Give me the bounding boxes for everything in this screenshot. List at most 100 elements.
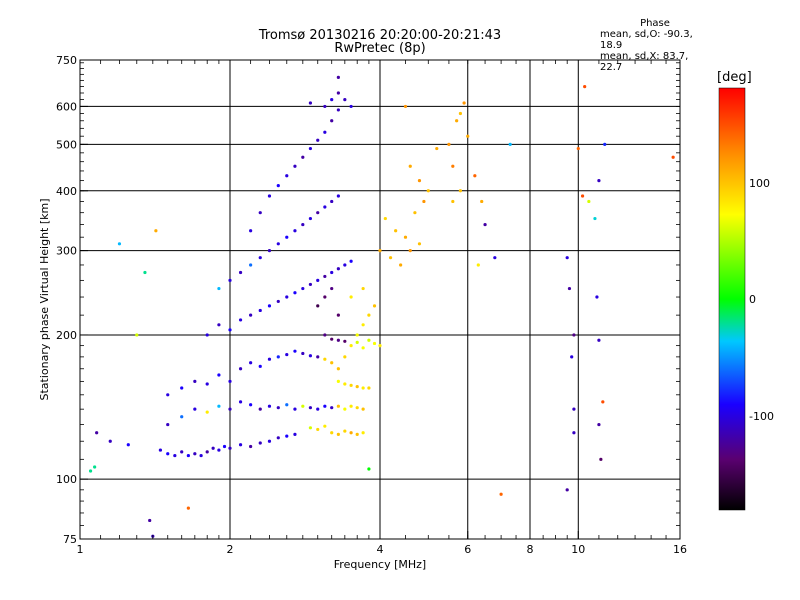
chart-title: Tromsø 20130216 20:20:00-20:21:43 <box>258 28 502 43</box>
data-point <box>258 441 262 445</box>
chart-subtitle: RwPretec (8p) <box>334 41 426 56</box>
data-point <box>355 406 359 410</box>
data-point <box>323 404 327 408</box>
data-point <box>308 146 313 151</box>
data-point <box>349 104 353 109</box>
data-point <box>222 444 227 449</box>
data-point <box>451 164 455 168</box>
data-point <box>193 452 197 456</box>
data-point <box>276 436 280 440</box>
data-point <box>572 431 576 435</box>
data-point <box>249 263 253 267</box>
x-tick-label: 1 <box>77 543 84 556</box>
data-point <box>249 229 253 233</box>
data-point <box>367 338 371 342</box>
data-point <box>355 385 359 389</box>
data-point <box>323 424 327 428</box>
phase-stats-box: Phase mean, sd,O: -90.3, 18.9 mean, sd,X… <box>600 18 710 73</box>
data-point <box>276 242 280 246</box>
data-point <box>330 270 334 275</box>
data-point <box>330 286 334 291</box>
data-point <box>205 450 209 454</box>
data-point <box>267 404 272 408</box>
data-point <box>249 403 253 407</box>
data-point <box>301 155 305 159</box>
y-tick-label: 300 <box>56 245 77 258</box>
y-tick-label: 75 <box>63 533 77 546</box>
data-point <box>158 448 163 452</box>
data-point <box>455 119 459 123</box>
data-point <box>336 108 340 112</box>
data-point <box>349 404 353 408</box>
data-point <box>316 427 320 432</box>
y-tick-label: 500 <box>56 138 77 151</box>
data-point <box>570 355 574 359</box>
data-point <box>408 164 412 168</box>
data-point <box>95 431 99 435</box>
data-point <box>565 256 569 260</box>
data-point <box>355 333 359 337</box>
data-point <box>572 333 576 337</box>
data-point <box>671 155 675 159</box>
data-point <box>316 278 320 282</box>
data-point <box>336 313 340 317</box>
data-point <box>422 199 426 204</box>
data-point <box>323 333 327 337</box>
colorbar-tick-label: 0 <box>749 293 756 306</box>
data-point <box>276 406 280 410</box>
x-tick-label: 2 <box>227 543 234 556</box>
data-point <box>483 222 487 227</box>
data-point <box>458 189 463 193</box>
data-point <box>336 367 340 371</box>
data-point <box>193 379 197 383</box>
data-point <box>258 256 262 260</box>
data-point <box>166 452 170 456</box>
data-point <box>285 235 289 239</box>
data-point <box>349 383 353 387</box>
y-tick-label: 750 <box>56 54 77 67</box>
y-tick-label: 100 <box>56 473 77 486</box>
data-point <box>293 164 297 168</box>
data-point <box>301 222 305 227</box>
data-point <box>355 340 359 344</box>
data-point <box>276 184 280 188</box>
data-point <box>166 422 170 427</box>
data-point <box>336 194 340 198</box>
data-point <box>336 404 340 408</box>
phase-stats-heading: Phase <box>640 18 670 29</box>
data-point <box>576 146 580 151</box>
data-point <box>388 256 393 260</box>
phase-stats-x-mode: mean, sd,X: 83.7, 22.7 <box>600 51 689 73</box>
data-point <box>336 267 340 271</box>
data-point <box>249 444 253 449</box>
data-point <box>205 333 209 337</box>
data-point <box>323 130 327 134</box>
y-tick-label: 600 <box>56 100 77 113</box>
data-point <box>228 407 232 411</box>
data-point <box>367 467 371 471</box>
data-point <box>323 205 327 209</box>
data-point <box>508 142 512 146</box>
data-point <box>361 407 365 411</box>
data-point <box>180 450 184 454</box>
data-point <box>228 379 232 383</box>
data-point <box>199 453 203 458</box>
data-point <box>148 518 152 523</box>
data-point <box>361 431 365 435</box>
data-point <box>493 256 497 260</box>
data-point <box>293 229 297 233</box>
data-point <box>228 278 232 282</box>
data-point <box>330 199 334 204</box>
data-point <box>238 270 243 275</box>
x-tick-label: 4 <box>377 543 384 556</box>
data-point <box>93 465 97 469</box>
data-point <box>267 194 272 198</box>
data-point <box>343 263 347 267</box>
data-point <box>88 469 93 473</box>
data-point <box>285 174 289 178</box>
x-axis-label: Frequency [MHz] <box>334 558 426 571</box>
data-point <box>301 286 305 291</box>
data-point <box>293 291 297 295</box>
data-point <box>316 355 320 359</box>
data-point <box>293 349 297 353</box>
